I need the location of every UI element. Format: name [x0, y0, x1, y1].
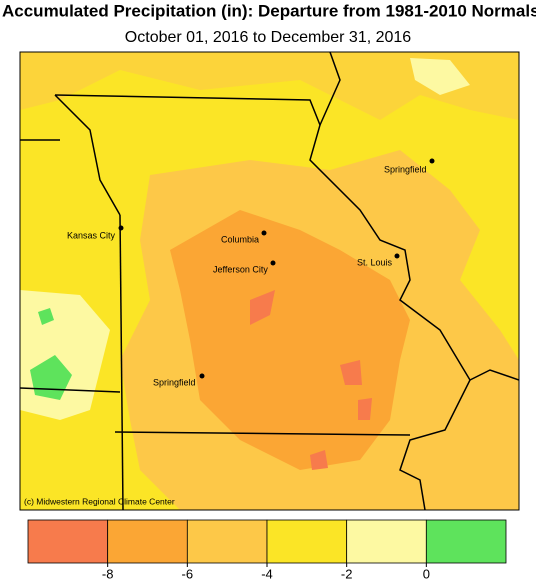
title: Accumulated Precipitation (in): Departur…: [2, 1, 536, 20]
city-label: St. Louis: [357, 257, 393, 267]
legend-tick-label: -8: [102, 566, 114, 581]
credit: (c) Midwestern Regional Climate Center: [24, 496, 175, 506]
city-dot: [118, 225, 124, 231]
city-dot: [199, 373, 205, 379]
legend-swatch: [27, 519, 109, 564]
legend-swatch: [186, 519, 268, 564]
city-label: Springfield: [384, 164, 427, 174]
city-label: Jefferson City: [213, 264, 268, 274]
city-dot: [394, 253, 400, 259]
legend-tick-label: -2: [341, 566, 353, 581]
legend-swatch: [425, 519, 507, 564]
city-dot: [270, 260, 276, 266]
legend: -8 -6 -4 -2 0: [27, 519, 507, 581]
legend-swatch: [107, 519, 188, 564]
city-dot: [429, 158, 435, 164]
city-dot: [261, 230, 267, 236]
legend-tick-label: -4: [261, 566, 273, 581]
city-label: Springfield: [153, 377, 196, 387]
legend-tick-label: 0: [423, 566, 430, 581]
cities: Springfield Kansas City Columbia Jeffers…: [67, 158, 435, 387]
subtitle: October 01, 2016 to December 31, 2016: [125, 29, 412, 46]
city-label: Kansas City: [67, 230, 116, 240]
map-frame: [19, 51, 520, 511]
city-label: Columbia: [221, 234, 259, 244]
map: [20, 52, 519, 510]
legend-swatch: [266, 519, 348, 564]
legend-swatch: [346, 519, 427, 564]
legend-tick-label: -6: [182, 566, 194, 581]
